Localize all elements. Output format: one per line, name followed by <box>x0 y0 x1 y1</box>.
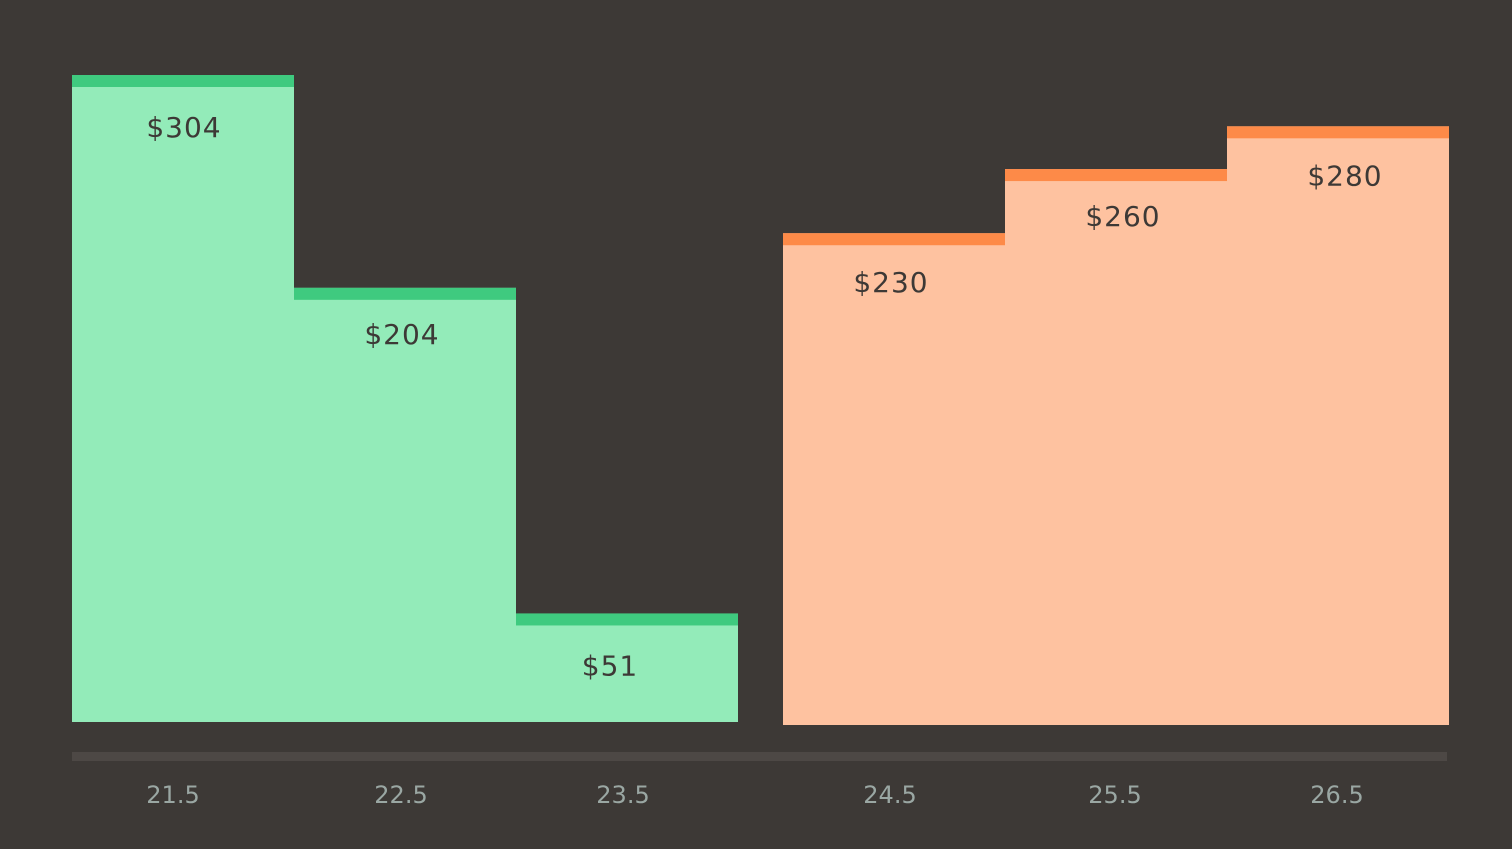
x-tick-label-22.5: 22.5 <box>374 781 427 809</box>
bar-25.5 <box>1005 169 1227 725</box>
bar-top-edge-26.5 <box>1227 126 1449 138</box>
bar-21.5 <box>72 75 294 722</box>
value-label-25.5: $260 <box>1085 200 1160 233</box>
bar-top-edge-24.5 <box>783 233 1005 245</box>
bar-26.5 <box>1227 126 1449 725</box>
x-tick-labels-layer: 21.5 22.5 23.5 24.5 25.5 26.5 <box>146 781 1363 809</box>
value-label-22.5: $204 <box>364 318 439 351</box>
value-label-23.5: $51 <box>582 649 638 682</box>
bars-layer <box>72 75 1449 725</box>
bar-top-edge-22.5 <box>294 288 516 300</box>
x-axis-line <box>72 752 1447 761</box>
bar-top-edge-25.5 <box>1005 169 1227 181</box>
value-label-26.5: $280 <box>1307 159 1382 192</box>
bar-top-edge-23.5 <box>516 613 738 625</box>
bar-24.5 <box>783 233 1005 725</box>
x-tick-label-21.5: 21.5 <box>146 781 199 809</box>
x-tick-label-26.5: 26.5 <box>1310 781 1363 809</box>
value-label-24.5: $230 <box>853 266 928 299</box>
value-label-21.5: $304 <box>146 111 221 144</box>
x-tick-label-23.5: 23.5 <box>596 781 649 809</box>
x-tick-label-25.5: 25.5 <box>1088 781 1141 809</box>
bar-22.5 <box>294 288 516 722</box>
x-tick-label-24.5: 24.5 <box>863 781 916 809</box>
bar-top-edge-21.5 <box>72 75 294 87</box>
